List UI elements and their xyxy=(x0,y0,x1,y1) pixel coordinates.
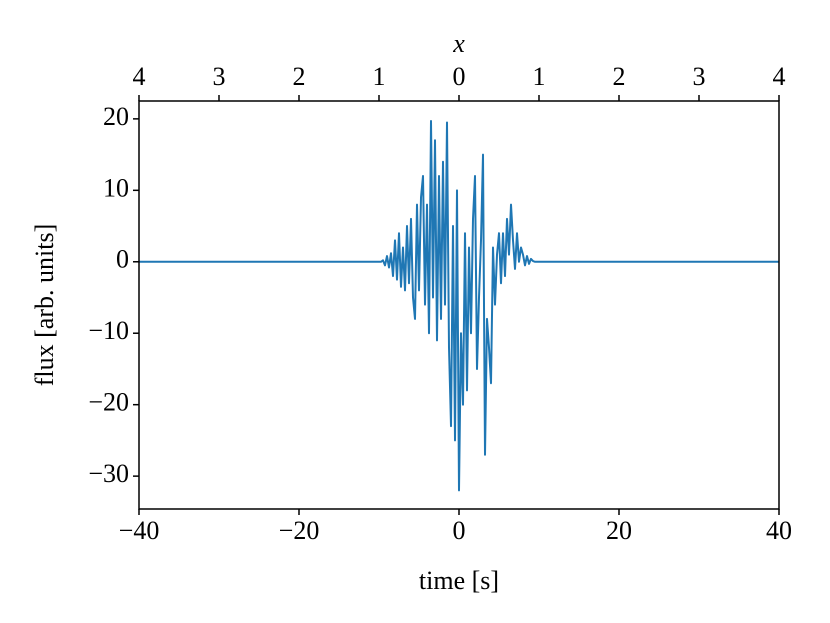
x-tick-label: −40 xyxy=(119,516,160,545)
x2-tick-label: 3 xyxy=(213,62,226,91)
y-tick-label: 20 xyxy=(103,102,129,131)
y-axis-label: flux [arb. units] xyxy=(30,224,59,386)
x-tick-label: 0 xyxy=(453,516,466,545)
x2-tick-label: 0 xyxy=(453,62,466,91)
y-tick-label: −30 xyxy=(88,459,129,488)
x2-tick-label: 2 xyxy=(613,62,626,91)
x-tick-label: 20 xyxy=(606,516,632,545)
x-tick-label: −20 xyxy=(279,516,320,545)
x2-tick-label: 2 xyxy=(293,62,306,91)
y-tick-label: 0 xyxy=(116,245,129,274)
y-tick-label: 10 xyxy=(103,173,129,202)
x2-axis-label: x xyxy=(452,29,465,58)
data-line xyxy=(139,120,779,492)
x2-tick-label: 4 xyxy=(773,62,786,91)
x2-tick-label: 4 xyxy=(133,62,146,91)
x2-tick-label: 3 xyxy=(693,62,706,91)
y-tick-label: −10 xyxy=(88,316,129,345)
x-axis-label: time [s] xyxy=(419,566,499,595)
y-tick-label: −20 xyxy=(88,388,129,417)
x-tick-label: 40 xyxy=(766,516,792,545)
x2-tick-label: 1 xyxy=(533,62,546,91)
x2-tick-label: 1 xyxy=(373,62,386,91)
